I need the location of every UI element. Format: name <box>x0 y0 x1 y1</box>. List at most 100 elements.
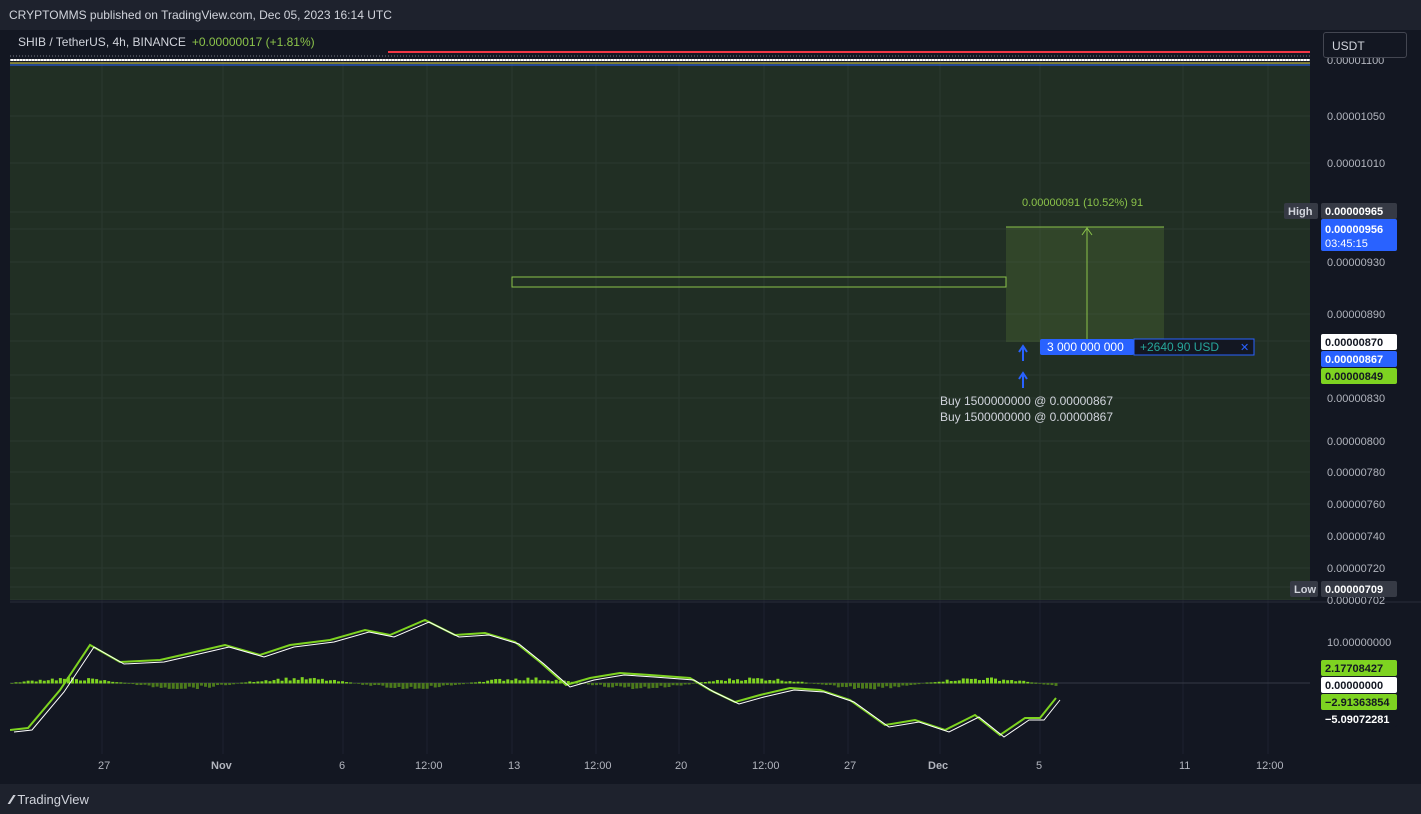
hist-bar <box>385 683 389 688</box>
hist-bar <box>268 681 272 684</box>
hist-bar <box>1002 679 1006 684</box>
time-tick: 27 <box>98 760 110 772</box>
hist-bar <box>26 680 30 684</box>
hist-bar <box>494 679 498 684</box>
hist-bar <box>199 683 203 686</box>
hist-bar <box>1034 682 1038 684</box>
hist-bar <box>905 683 909 686</box>
hist-bar <box>530 679 534 684</box>
hist-bar <box>736 679 740 684</box>
hist-bar <box>740 680 744 684</box>
hist-bar <box>171 683 175 689</box>
hist-bar <box>292 678 296 684</box>
hist-bar <box>768 679 772 684</box>
hist-bar <box>413 683 417 689</box>
hist-bar <box>1014 681 1018 684</box>
hist-bar <box>498 678 502 684</box>
hist-bar <box>208 683 212 688</box>
price-chart-svg[interactable]: 0.00000091 (10.52%) 91 3 000 000 000 +2640… <box>10 30 1421 784</box>
hist-bar <box>671 683 675 686</box>
hist-bar <box>248 681 252 684</box>
hist-bar <box>437 683 441 688</box>
hist-bar <box>667 683 671 687</box>
chart-area[interactable]: 0.00000091 (10.52%) 91 3 000 000 000 +2640… <box>10 30 1421 784</box>
hist-bar <box>687 683 691 685</box>
hist-bar <box>554 679 558 684</box>
time-tick: 12:00 <box>752 760 780 772</box>
hist-bar <box>1038 683 1042 684</box>
hist-bar <box>244 682 248 684</box>
hist-bar <box>216 683 220 686</box>
hist-bar <box>578 682 582 684</box>
osc-badge-1: 2.17708427 <box>1325 663 1383 675</box>
position-pnl-bg <box>1133 338 1255 356</box>
hist-bar <box>877 683 881 687</box>
hist-bar <box>723 680 727 684</box>
hist-bar <box>179 683 183 689</box>
hist-bar <box>393 683 397 688</box>
hist-bar <box>349 682 353 684</box>
hist-bar <box>490 679 494 684</box>
hist-bar <box>776 678 780 684</box>
hist-bar <box>933 682 937 684</box>
hist-bar <box>840 683 844 687</box>
tradingview-logo[interactable]: ⁄⁄ TradingView <box>10 792 89 807</box>
hist-bar <box>594 683 598 686</box>
hist-bar <box>332 679 336 684</box>
entry-badge-bg <box>1321 351 1397 367</box>
hist-bar <box>83 680 87 684</box>
hist-bar <box>62 678 66 684</box>
hist-bar <box>131 683 135 685</box>
price-tick: 0.00001100 <box>1327 55 1384 67</box>
time-tick: Dec <box>928 760 948 772</box>
white-line-badge-bg <box>1321 334 1397 350</box>
hist-bar <box>143 683 147 685</box>
hist-bar <box>1010 680 1014 684</box>
hist-bar <box>264 680 268 684</box>
hist-bar <box>401 683 405 689</box>
osc-badge-3-bg <box>1321 694 1397 710</box>
hist-bar <box>240 682 244 684</box>
hist-bar <box>832 683 836 686</box>
hist-bar <box>961 678 965 684</box>
hist-bar <box>212 683 216 687</box>
hist-bar <box>715 679 719 684</box>
hist-bar <box>195 683 199 689</box>
measure-arrowhead <box>1081 227 1093 236</box>
hist-bar <box>615 683 619 686</box>
hist-bar <box>901 683 905 686</box>
hist-bar <box>87 678 91 684</box>
hist-bar <box>655 683 659 688</box>
time-tick: Nov <box>211 760 233 772</box>
buy-label-1: Buy 1500000000 @ 0.00000867 <box>940 394 1113 408</box>
hist-bar <box>373 683 377 686</box>
white-line-badge: 0.00000870 <box>1325 337 1383 349</box>
hist-bar <box>973 678 977 684</box>
hist-bar <box>320 678 324 684</box>
time-tick: 20 <box>675 760 687 772</box>
bottom-bar: ⁄⁄ TradingView <box>0 784 1421 814</box>
osc-badge-2-bg <box>1321 677 1397 693</box>
hist-bar <box>316 679 320 684</box>
hist-bar <box>981 679 985 684</box>
hist-bar <box>1054 683 1058 686</box>
hist-bar <box>107 681 111 684</box>
hist-bar <box>429 683 433 686</box>
currency-button[interactable]: USDT <box>1323 32 1407 58</box>
hist-bar <box>651 683 655 688</box>
hist-bar <box>727 678 731 684</box>
buy-arrow-icon <box>1018 344 1028 361</box>
hist-bar <box>345 682 349 684</box>
hist-bar <box>46 680 50 684</box>
hist-bar <box>260 681 264 684</box>
hist-bar <box>869 683 873 689</box>
hist-bar <box>405 683 409 689</box>
buy-arrow-icon <box>1018 371 1028 388</box>
hist-bar <box>159 683 163 688</box>
hist-bar <box>369 683 373 686</box>
hist-bar <box>123 682 127 684</box>
hist-bar <box>941 681 945 684</box>
position-close-icon[interactable]: ✕ <box>1240 342 1249 354</box>
hist-bar <box>953 680 957 684</box>
price-tick: 0.00000780 <box>1327 467 1385 479</box>
